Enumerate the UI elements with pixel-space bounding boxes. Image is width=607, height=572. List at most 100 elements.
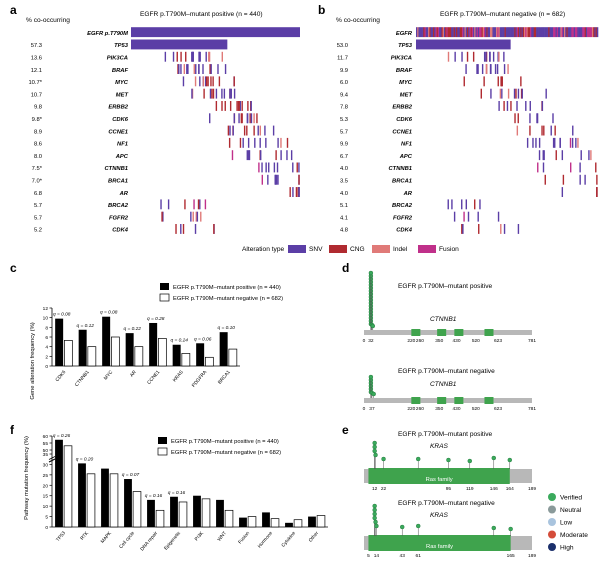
bar-negative-2 [110,336,120,367]
panel_b-egfr-cell-11 [429,27,431,38]
bar-positive-0 [55,439,63,527]
pin-head-4 [373,519,378,525]
panel_b-egfr-cell-95 [531,27,533,38]
panel_b-egfr-cell-123 [565,27,567,38]
panel-d-negative-lollipop: 0 37 220 260 350 430 520 623 781 [363,374,536,412]
panel_a-cell-7-9 [250,113,253,124]
panel_a-cell-2-1 [164,51,167,62]
panel_a-row-gene-0: EGFR p.T790M [87,31,128,37]
panel_b-row-gene-0: EGFR [396,31,413,37]
panel_a-cell-6-6 [237,101,240,111]
panel-letter-c: c [10,261,17,275]
panel_b-egfr-cell-43 [468,27,470,38]
panel_b-egfr-cell-110 [549,27,551,38]
panel_b-egfr-cell-87 [521,27,524,38]
panel_b-egfr-cell-102 [539,27,542,38]
panel_b-cell-8-3 [529,125,531,136]
y-tick-label-1: 2 [45,354,48,360]
panel_a-cell-12-0 [277,174,279,185]
panel_b-egfr-cell-132 [576,27,578,38]
panel-b-title: EGFR p.T790M–mutant negative (n = 682) [440,11,565,18]
x-label-3: AR [129,369,138,378]
panel_b-egfr-cell-41 [465,27,468,38]
panel_b-cell-2-4 [461,51,463,62]
y-tick-label-5: 25 [43,473,49,479]
y-tick-label-2: 10 [43,504,49,510]
impact-legend-label-1: Neutral [560,507,582,514]
panel_b-egfr-cell-57 [485,27,487,38]
panel_a-row-gene-15: FGFR2 [109,215,129,221]
panel_a-cell-8-0 [229,125,231,136]
panel_b-cell-7-4 [517,113,519,124]
legend-swatch-cng [329,245,347,253]
track-tick-7: 623 [494,406,502,412]
panel_a-cell-3-14 [217,64,219,74]
panel_b-egfr-cell-36 [459,27,462,38]
panel_b-cell-10-1 [538,150,541,161]
bar-negative-5 [178,501,188,528]
panel_b-egfr-cell-33 [456,27,458,38]
panel_b-cell-6-7 [541,101,544,111]
panel_b-egfr-cell-76 [508,27,510,38]
panel_a-row-bar-0 [131,27,300,38]
pin-head-9 [507,457,512,463]
panel_b-cell-11-2 [570,162,572,173]
panel_b-cell-4-6 [501,76,503,87]
panel_b-cell-7-1 [529,113,531,124]
panel_a-row-gene-9: NF1 [117,142,128,148]
panel_b-row-gene-12: BRCA1 [392,178,412,184]
panel-d-positive-title: EGFR p.T790M–mutant positive [398,283,493,290]
panel_a-cell-6-7 [221,101,223,111]
panel_a-cell-4-12 [207,76,209,87]
panel_b-egfr-cell-9 [426,27,429,38]
panel_b-egfr-cell-22 [442,27,445,38]
panel_b-egfr-cell-20 [440,27,442,38]
panel_b-cell-9-5 [552,137,555,148]
panel_b-cell-5-9 [515,88,517,99]
y-tick-label-8: 50 [43,448,49,454]
panel_a-cell-16-1 [175,224,177,234]
panel_a-cell-5-10 [229,88,231,99]
y-tick-label-10: 60 [43,434,49,440]
panel_a-row-gene-2: PIK3CA [107,55,128,61]
y-tick-label-5: 10 [43,316,49,322]
gene-track [364,330,532,335]
bar-negative-4 [158,338,167,367]
track-tick-6: 520 [472,406,480,412]
pin-head-5 [368,374,374,380]
panel_a-cell-8-7 [272,125,275,136]
panel_b-egfr-cell-122 [564,27,566,38]
panel_a-cell-6-5 [247,101,249,111]
panel_a-cell-12-5 [274,174,277,185]
panel-letter-d: d [342,261,349,275]
panel_b-row-pct-12: 3.5 [340,178,348,184]
bar-negative-2 [109,473,119,528]
panel_b-row-pct-14: 5.1 [340,203,348,209]
panel_b-egfr-cell-32 [454,27,457,38]
panel_b-cell-9-1 [535,137,537,148]
panel_a-cell-3-12 [202,64,204,74]
panel_a-cell-5-9 [215,88,218,99]
panel_a-cell-7-4 [253,113,255,124]
panel_b-egfr-cell-3 [419,27,422,38]
panel_a-cell-11-1 [276,162,279,173]
panel_a-cell-11-4 [296,162,298,173]
panel_b-egfr-cell-84 [517,27,520,38]
panel_b-row-pct-10: 6.7 [340,154,348,160]
panel_a-cell-2-10 [208,51,211,62]
panel_b-egfr-cell-31 [453,27,456,38]
impact-legend-dot-4 [548,543,556,551]
panel_b-cell-2-0 [447,51,450,62]
panel-c-legend-negative: EGFR p.T790M–mutant negative (n = 682) [173,296,283,302]
y-tick-label-7: 35 [43,452,49,458]
panel_b-cell-3-3 [485,64,488,74]
panel_b-egfr-cell-68 [498,27,501,38]
panel_b-egfr-cell-134 [578,27,581,38]
panel_b-egfr-cell-144 [590,27,593,38]
panel_b-egfr-cell-63 [492,27,494,38]
x-label-2: MAPK [100,530,114,545]
pin-head-4 [381,456,386,462]
panel-e: e EGFR p.T790M–mutant positive KRAS Ras … [342,423,588,559]
panel_b-row-gene-9: NF1 [401,142,412,148]
panel_b-row-pct-2: 11.7 [337,55,348,61]
